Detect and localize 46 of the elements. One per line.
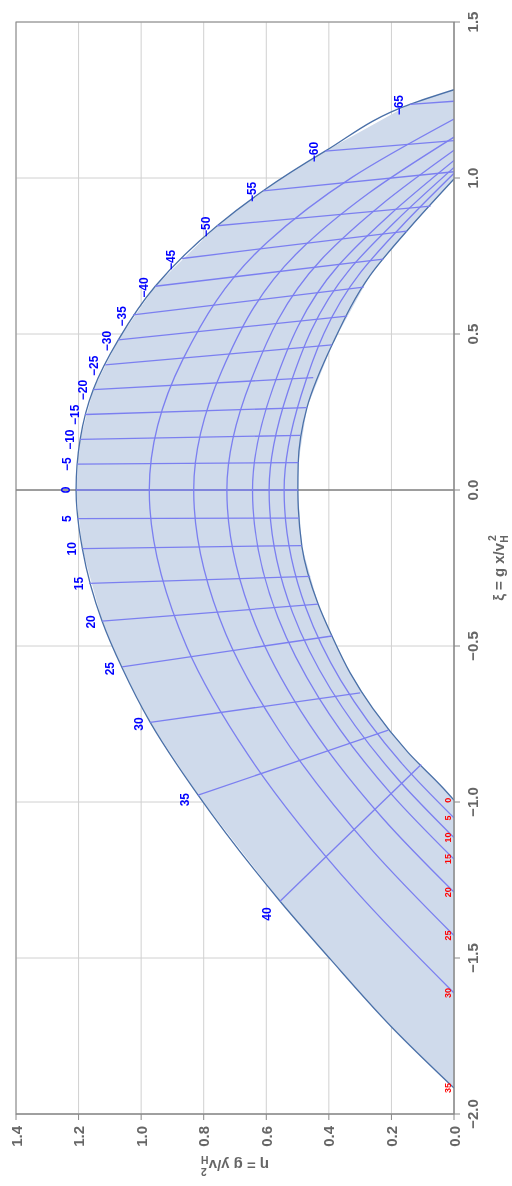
x-tick-label: 0.4 — [320, 1125, 338, 1147]
text: −20 — [75, 379, 90, 401]
text: −45 — [163, 249, 178, 271]
x-tick-label: 0.0 — [445, 1126, 463, 1147]
x-tick-label: 0.2 — [382, 1126, 400, 1147]
text: −60 — [307, 141, 322, 163]
text: −10 — [62, 429, 77, 450]
text: 30 — [131, 717, 146, 731]
x-tick-label: 0.8 — [195, 1126, 213, 1147]
x-tick-label: 1.4 — [7, 1125, 25, 1147]
text: −50 — [199, 216, 214, 237]
y-tick-label: −1.5 — [463, 943, 481, 973]
y-tick-label: −2.0 — [463, 1099, 481, 1129]
text: 35 — [443, 1083, 453, 1094]
text: 15 — [443, 854, 453, 865]
x-tick-label: 1.2 — [70, 1126, 88, 1147]
text: −40 — [136, 277, 151, 298]
text: 20 — [443, 887, 453, 898]
text: 5 — [60, 515, 75, 523]
text: 10 — [65, 541, 80, 556]
text: 20 — [84, 614, 99, 629]
y-tick-label: −0.5 — [463, 631, 481, 661]
text: 5 — [443, 815, 453, 821]
text: 30 — [443, 987, 453, 998]
text: −65 — [392, 94, 407, 116]
text: 35 — [177, 792, 192, 807]
text: 25 — [443, 930, 453, 941]
x-tick-label: 1.0 — [132, 1126, 150, 1147]
text: −35 — [114, 305, 129, 327]
text: 10 — [443, 832, 453, 843]
text: −55 — [245, 181, 260, 203]
y-tick-label: 0.0 — [463, 479, 481, 501]
text: 40 — [259, 906, 274, 921]
text: 0 — [59, 486, 74, 494]
text: −30 — [100, 330, 115, 352]
y-tick-label: 1.0 — [463, 167, 481, 189]
y-tick-label: 0.5 — [463, 323, 481, 345]
y-tick-label: 1.5 — [463, 11, 481, 33]
text: −25 — [87, 355, 102, 377]
text: −15 — [67, 404, 82, 425]
text: 0 — [443, 797, 453, 803]
x-tick-label: 0.6 — [257, 1126, 275, 1147]
text: −5 — [60, 457, 75, 472]
text: 15 — [71, 576, 86, 591]
y-tick-label: −1.0 — [463, 787, 481, 817]
text: 25 — [103, 661, 118, 676]
